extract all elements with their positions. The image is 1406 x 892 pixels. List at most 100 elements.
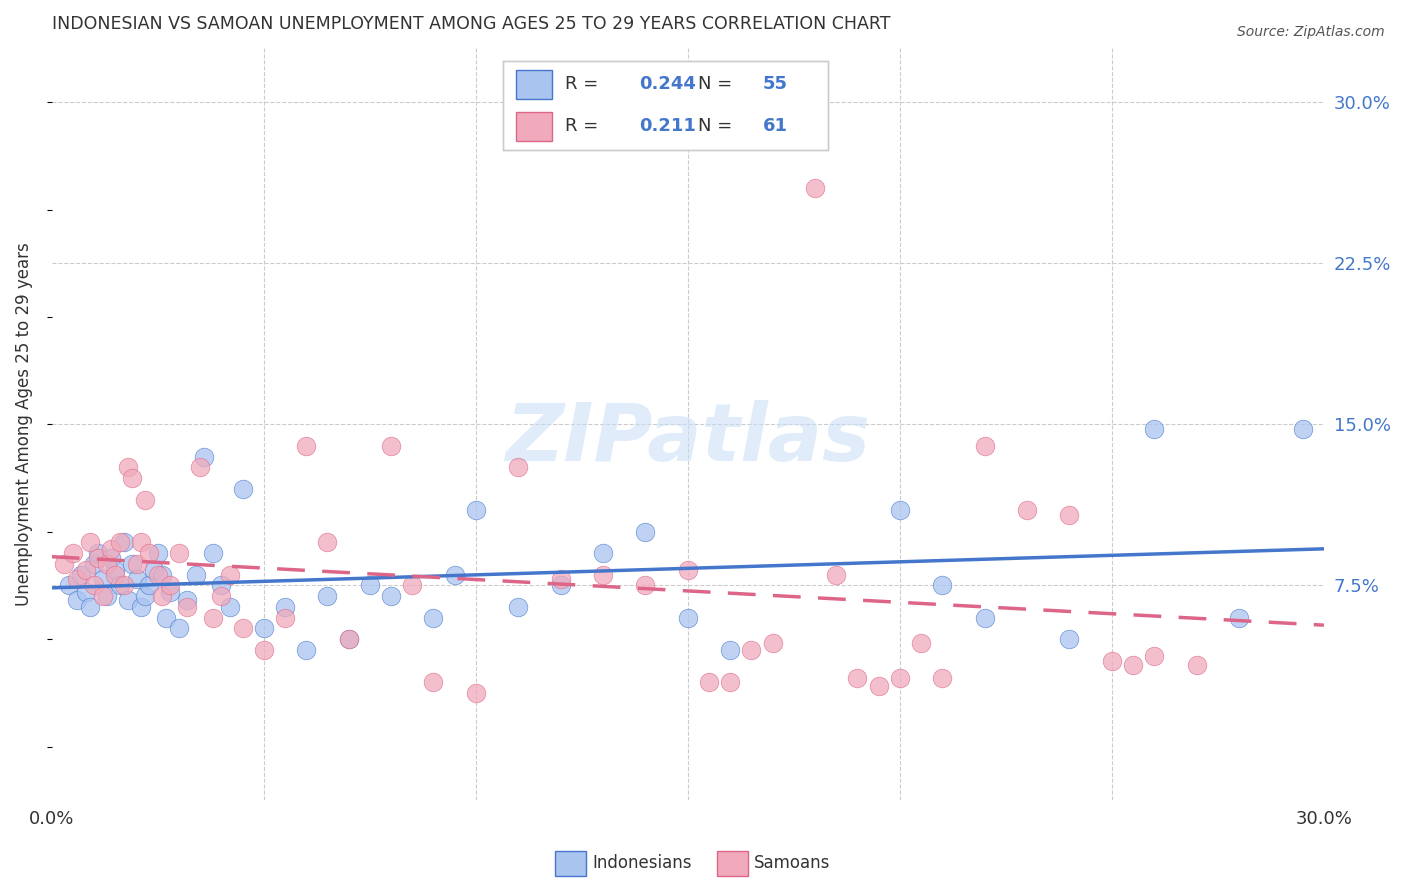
Point xyxy=(337,632,360,647)
Point xyxy=(70,567,93,582)
Point xyxy=(108,535,131,549)
Point xyxy=(508,599,530,614)
Point xyxy=(931,671,953,685)
Point xyxy=(232,482,254,496)
Point xyxy=(138,546,160,560)
Point xyxy=(66,593,89,607)
Point xyxy=(129,535,152,549)
Point xyxy=(274,599,297,614)
Point xyxy=(464,686,486,700)
Point xyxy=(125,557,148,571)
Point xyxy=(108,578,131,592)
Point xyxy=(142,563,165,577)
Point xyxy=(66,572,89,586)
Point xyxy=(295,439,318,453)
Point xyxy=(176,599,198,614)
Point xyxy=(718,643,741,657)
Point xyxy=(422,610,444,624)
Point xyxy=(53,557,76,571)
Point xyxy=(209,578,232,592)
Point xyxy=(380,589,402,603)
Point xyxy=(138,578,160,592)
Point xyxy=(96,557,118,571)
Point xyxy=(316,535,339,549)
Point xyxy=(91,572,114,586)
Point xyxy=(380,439,402,453)
Point xyxy=(316,589,339,603)
Point xyxy=(58,578,80,592)
Point xyxy=(87,546,110,560)
Point xyxy=(762,636,785,650)
Point xyxy=(1015,503,1038,517)
Point xyxy=(910,636,932,650)
Point xyxy=(274,610,297,624)
Point xyxy=(1227,610,1250,624)
Point xyxy=(117,460,139,475)
Text: Source: ZipAtlas.com: Source: ZipAtlas.com xyxy=(1237,25,1385,39)
Point xyxy=(1185,657,1208,672)
Point xyxy=(112,535,135,549)
Point xyxy=(104,567,127,582)
Point xyxy=(134,589,156,603)
Point xyxy=(155,610,177,624)
Point xyxy=(1143,649,1166,664)
Text: INDONESIAN VS SAMOAN UNEMPLOYMENT AMONG AGES 25 TO 29 YEARS CORRELATION CHART: INDONESIAN VS SAMOAN UNEMPLOYMENT AMONG … xyxy=(52,15,890,33)
Point xyxy=(218,599,240,614)
Point xyxy=(359,578,381,592)
Point xyxy=(550,572,572,586)
Point xyxy=(167,546,190,560)
Point xyxy=(464,503,486,517)
Point xyxy=(1292,422,1315,436)
Point xyxy=(134,492,156,507)
Point xyxy=(125,572,148,586)
Point xyxy=(550,578,572,592)
Point xyxy=(201,546,224,560)
Point xyxy=(697,675,720,690)
Point xyxy=(1143,422,1166,436)
Point xyxy=(184,567,207,582)
Point xyxy=(218,567,240,582)
Point xyxy=(83,557,105,571)
Point xyxy=(508,460,530,475)
Point xyxy=(337,632,360,647)
Point xyxy=(112,578,135,592)
Point xyxy=(100,541,122,556)
Point xyxy=(295,643,318,657)
Point xyxy=(634,578,657,592)
Point xyxy=(846,671,869,685)
Point xyxy=(1059,508,1081,522)
Point xyxy=(83,578,105,592)
Point xyxy=(176,593,198,607)
Point xyxy=(253,643,276,657)
Point xyxy=(889,503,911,517)
Point xyxy=(1122,657,1144,672)
Point xyxy=(193,450,215,464)
Point xyxy=(1101,654,1123,668)
Point xyxy=(188,460,211,475)
Point xyxy=(201,610,224,624)
Point xyxy=(117,593,139,607)
Point xyxy=(150,589,173,603)
Point xyxy=(129,599,152,614)
Point xyxy=(592,567,614,582)
Point xyxy=(634,524,657,539)
Point xyxy=(104,563,127,577)
Point xyxy=(740,643,762,657)
Point xyxy=(121,471,143,485)
Point xyxy=(889,671,911,685)
Point xyxy=(159,578,181,592)
Point xyxy=(973,610,995,624)
Point xyxy=(804,181,827,195)
Point xyxy=(232,621,254,635)
Point xyxy=(79,535,101,549)
Point xyxy=(146,546,169,560)
Point xyxy=(146,567,169,582)
Point xyxy=(167,621,190,635)
Point xyxy=(75,563,97,577)
Point xyxy=(676,610,699,624)
Text: Indonesians: Indonesians xyxy=(592,855,692,872)
Point xyxy=(87,550,110,565)
Point xyxy=(75,585,97,599)
Point xyxy=(401,578,423,592)
Point xyxy=(62,546,84,560)
